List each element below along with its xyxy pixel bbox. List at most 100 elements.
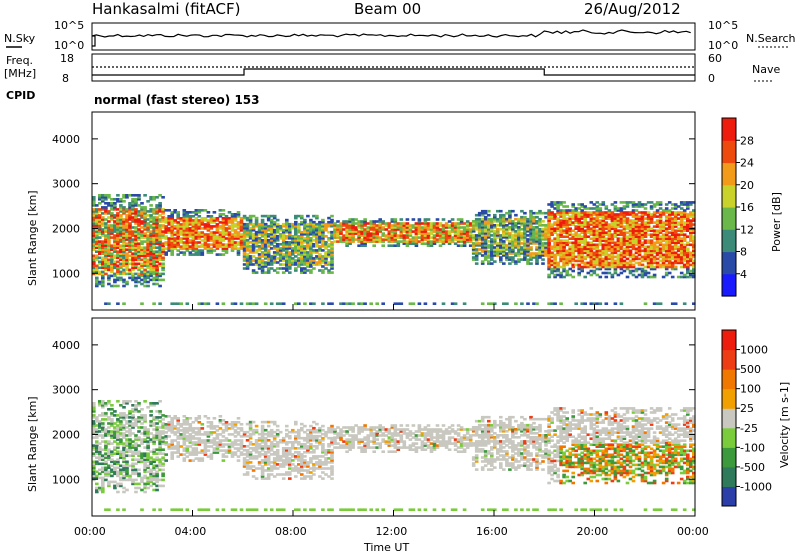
velocity-echo-cell <box>119 477 123 480</box>
power-echo-cell <box>544 224 548 227</box>
power-echo-cell <box>605 276 609 279</box>
power-echo-cell <box>605 272 609 275</box>
power-echo-cell <box>300 267 304 270</box>
velocity-echo-cell <box>161 485 165 488</box>
power-echo-cell <box>273 215 277 218</box>
velocity-echo-cell <box>140 452 144 455</box>
power-echo-cell <box>321 219 325 222</box>
power-echo-cell <box>583 211 587 214</box>
velocity-echo-cell <box>122 508 126 511</box>
power-echo-cell <box>321 265 325 268</box>
velocity-echo-cell <box>101 463 105 466</box>
power-echo-cell <box>381 220 385 223</box>
beam-title: Beam 00 <box>354 0 421 18</box>
velocity-echo-cell <box>119 465 123 468</box>
power-echo-cell <box>92 196 96 199</box>
freq-left-tick-top: 18 <box>60 52 74 65</box>
power-echo-cell <box>499 210 503 213</box>
velocity-echo-cell <box>140 438 144 441</box>
power-echo-cell <box>146 285 150 288</box>
power-echo-cell <box>161 230 165 233</box>
power-echo-cell <box>119 263 123 266</box>
power-echo-cell <box>644 270 648 273</box>
power-echo-cell <box>261 219 265 222</box>
power-echo-cell <box>406 218 410 221</box>
power-echo-cell <box>137 194 141 197</box>
power-echo-cell <box>321 302 325 305</box>
power-echo-cell <box>107 302 111 305</box>
velocity-echo-cell <box>119 483 123 486</box>
power-echo-cell <box>363 218 367 221</box>
power-echo-cell <box>125 281 129 284</box>
velocity-echo-cell <box>161 448 165 451</box>
power-echo-cell <box>674 266 678 269</box>
velocity-echo-cell <box>164 459 168 462</box>
velocity-echo-cell <box>119 438 123 441</box>
power-echo-cell <box>427 218 431 221</box>
freq-right-tick-bottom: 0 <box>708 72 715 85</box>
cpid-text: normal (fast stereo) 153 <box>94 93 260 107</box>
power-echo-cell <box>161 263 165 266</box>
power-echo-cell <box>671 276 675 279</box>
power-echo-cell <box>381 232 385 235</box>
power-ytick-label: 3000 <box>52 178 80 191</box>
power-echo-cell <box>529 246 533 249</box>
power-echo-cell <box>436 218 440 221</box>
power-echo-cell <box>520 302 524 305</box>
power-echo-cell <box>644 246 648 249</box>
power-echo-cell <box>312 267 316 270</box>
velocity-echo-cell <box>119 432 123 435</box>
power-echo-cell <box>330 302 334 305</box>
power-echo-cell <box>134 285 138 288</box>
velocity-echo-cell <box>95 483 99 486</box>
power-echo-cell <box>683 221 687 224</box>
power-echo-cell <box>300 231 304 234</box>
noise-left-tick-bottom: 10^0 <box>54 39 84 52</box>
power-echo-cell <box>623 211 627 214</box>
power-echo-cell <box>186 302 190 305</box>
power-echo-cell <box>321 249 325 252</box>
power-echo-cell <box>424 302 428 305</box>
velocity-echo-cell <box>161 469 165 472</box>
power-echo-cell <box>179 251 183 254</box>
power-echo-cell <box>583 229 587 232</box>
power-echo-cell <box>484 210 488 213</box>
power-echo-cell <box>502 262 506 265</box>
power-echo-cell <box>562 276 566 279</box>
power-ylabel: Slant Range [km] <box>26 190 39 286</box>
power-echo-cell <box>493 260 497 263</box>
power-echo-cell <box>261 239 265 242</box>
power-echo-cell <box>400 302 404 305</box>
power-echo-cell <box>237 211 241 214</box>
power-echo-cell <box>161 224 165 227</box>
power-echo-cell <box>342 302 346 305</box>
date-title: 26/Aug/2012 <box>584 0 681 18</box>
velocity-echo-cell <box>137 402 141 405</box>
power-echo-cell <box>381 244 385 247</box>
power-echo-cell <box>255 217 259 220</box>
velocity-echo-cells <box>92 400 696 511</box>
velocity-echo-cell <box>161 473 165 476</box>
power-echo-cell <box>140 240 144 243</box>
power-echo-cell <box>282 263 286 266</box>
noise-sky-trace <box>92 30 691 46</box>
velocity-echo-cell <box>110 404 114 407</box>
power-echo-cell <box>662 254 666 257</box>
velocity-echo-cell <box>107 400 111 403</box>
power-echo-cell <box>363 228 367 231</box>
freq-panel: Freq. [MHz] 18 8 60 0 Nave CPID normal (… <box>4 52 780 107</box>
velocity-echo-cell <box>143 400 147 403</box>
power-echo-cell <box>161 242 165 245</box>
power-echo-cell <box>683 274 687 277</box>
power-echo-cell <box>101 206 105 209</box>
power-echo-cell <box>140 283 144 286</box>
velocity-echo-cell <box>140 508 144 511</box>
power-echo-cell <box>511 210 515 213</box>
velocity-echo-cell <box>161 452 165 455</box>
power-echo-cell <box>674 302 678 305</box>
power-echo-cell <box>140 202 144 205</box>
noise-right-tick-bottom: 10^0 <box>708 39 738 52</box>
power-echo-cell <box>683 209 687 212</box>
power-echo-cell <box>605 211 609 214</box>
power-echo-cell <box>303 302 307 305</box>
